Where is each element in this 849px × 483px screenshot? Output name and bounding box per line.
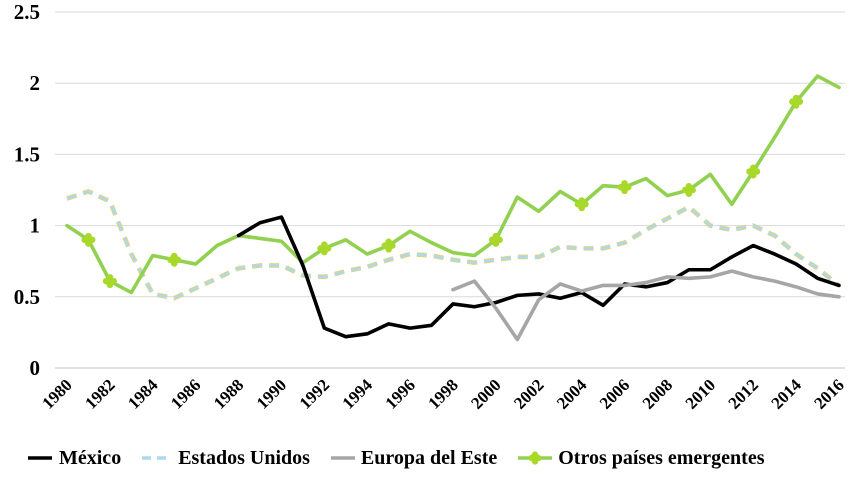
- y-tick-label: 2.5: [14, 0, 40, 24]
- x-tick-label: 1990: [253, 375, 290, 412]
- svg-text:2016: 2016: [810, 375, 847, 412]
- series-lines: [65, 74, 841, 342]
- y-axis-labels: 0 0.5 1 1.5 2 2.5: [14, 0, 40, 380]
- series-line-estados-unidos-underlay: [66, 189, 841, 301]
- legend-label-estados-unidos: Estados Unidos: [178, 447, 310, 469]
- svg-text:2010: 2010: [682, 375, 719, 412]
- svg-text:1980: 1980: [38, 375, 75, 412]
- svg-text:1988: 1988: [210, 375, 247, 412]
- x-tick-label: 2004: [553, 375, 591, 413]
- svg-text:1986: 1986: [167, 375, 204, 412]
- x-tick-label: 1998: [424, 375, 461, 412]
- svg-text:2014: 2014: [767, 375, 805, 413]
- svg-text:1994: 1994: [339, 375, 377, 413]
- clover-marker-icon: [528, 451, 542, 465]
- x-tick-label: 2016: [810, 375, 847, 412]
- series-line-m-xico: [236, 215, 841, 339]
- x-tick-label: 1988: [210, 375, 247, 412]
- x-tick-label: 2006: [596, 375, 633, 412]
- gridlines: [55, 11, 845, 369]
- svg-text:1992: 1992: [296, 375, 333, 412]
- clover-markers: [81, 94, 804, 289]
- svg-text:1984: 1984: [124, 375, 162, 413]
- series-line-otros-pa-ses-emergentes: [65, 74, 841, 295]
- mexico-line-swatch: [28, 456, 52, 460]
- x-tick-label: 2000: [467, 375, 504, 412]
- legend-label-europa-del-este: Europa del Este: [360, 447, 498, 469]
- y-tick-label: 1.5: [14, 142, 40, 166]
- x-tick-label: 1980: [38, 375, 75, 412]
- svg-text:2002: 2002: [510, 375, 547, 412]
- x-axis-labels: 1980 1982 1984 1986 1988 1990 1992 1994 1996 1998…: [38, 375, 847, 413]
- svg-text:1990: 1990: [253, 375, 290, 412]
- svg-text:1996: 1996: [381, 375, 418, 412]
- legend-item-estados-unidos: Estados Unidos: [141, 448, 310, 468]
- legend-item-otros-paises: Otros países emergentes: [517, 448, 764, 468]
- svg-text:2012: 2012: [725, 375, 762, 412]
- x-tick-label: 2010: [682, 375, 719, 412]
- series-line-europa-del-este: [451, 269, 841, 342]
- x-tick-label: 2008: [639, 375, 676, 412]
- x-tick-label: 2012: [725, 375, 762, 412]
- x-tick-label: 2014: [767, 375, 805, 413]
- legend-label-otros-paises: Otros países emergentes: [558, 447, 765, 469]
- x-tick-label: 1986: [167, 375, 204, 412]
- svg-text:2008: 2008: [639, 375, 676, 412]
- legend-item-mexico: México: [26, 448, 121, 468]
- otros-paises-line-marker-swatch: [518, 451, 553, 465]
- x-tick-label: 1996: [381, 375, 418, 412]
- y-tick-label: 0.5: [14, 285, 40, 309]
- svg-text:1982: 1982: [81, 375, 118, 412]
- legend-label-mexico: México: [59, 447, 122, 469]
- estados-unidos-dashed-swatch: [142, 456, 173, 460]
- svg-text:2000: 2000: [467, 375, 504, 412]
- x-tick-label: 1982: [81, 375, 118, 412]
- x-tick-label: 1984: [124, 375, 162, 413]
- x-tick-label: 2002: [510, 375, 547, 412]
- y-tick-label: 1: [30, 214, 41, 238]
- legend: México Estados Unidos Europa del Este: [0, 441, 849, 475]
- y-tick-label: 2: [30, 71, 41, 95]
- x-tick-label: 1994: [339, 375, 377, 413]
- legend-item-europa-del-este: Europa del Este: [330, 448, 497, 468]
- x-tick-label: 1992: [296, 375, 333, 412]
- europa-del-este-line-swatch: [330, 456, 355, 460]
- svg-text:2004: 2004: [553, 375, 591, 413]
- series-line-estados-unidos: [66, 190, 840, 300]
- y-tick-label: 0: [30, 356, 41, 380]
- svg-text:1998: 1998: [424, 375, 461, 412]
- svg-text:2006: 2006: [596, 375, 633, 412]
